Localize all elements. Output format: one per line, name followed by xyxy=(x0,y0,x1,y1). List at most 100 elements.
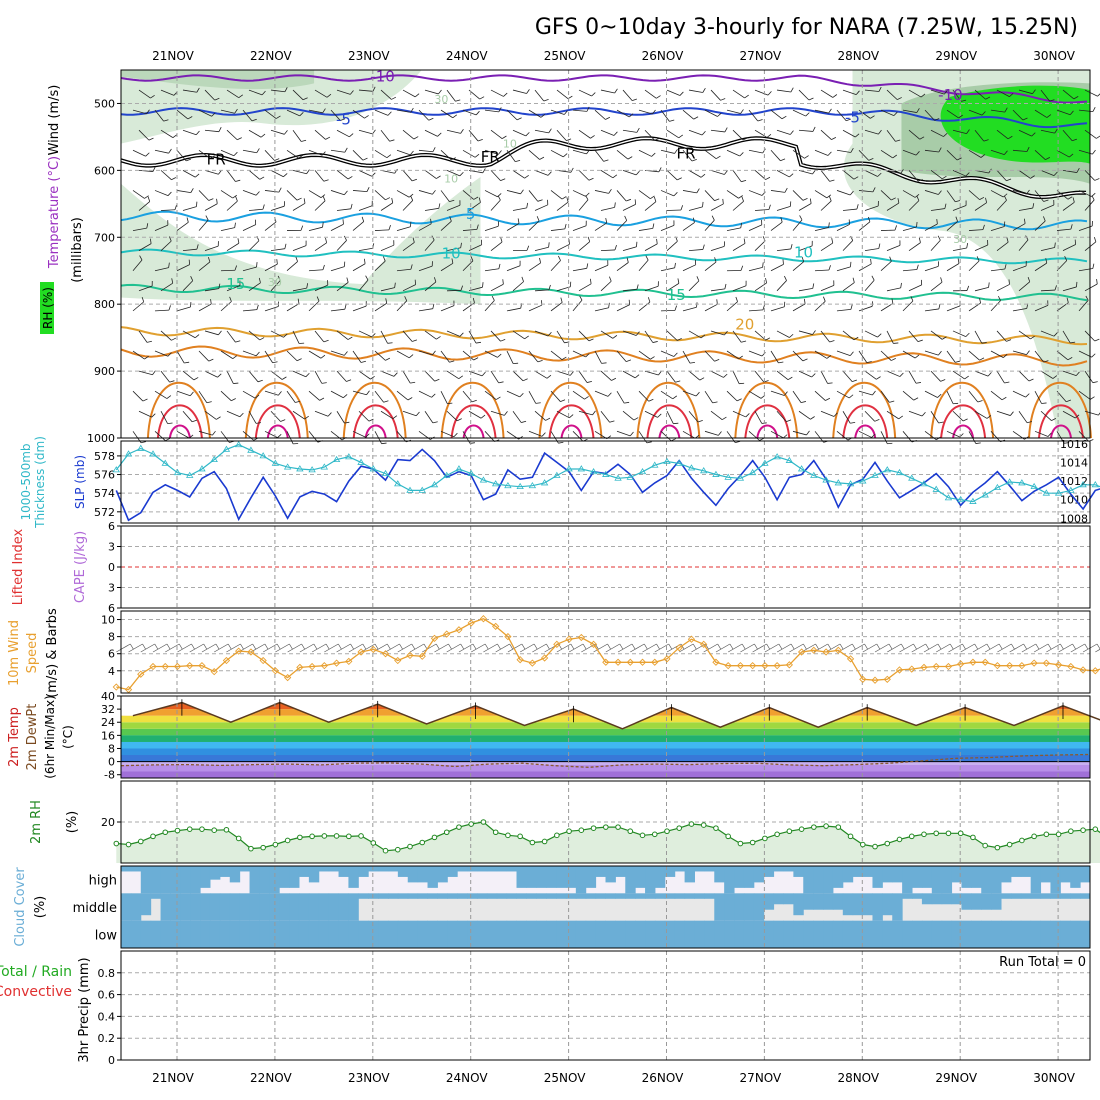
wind-barb xyxy=(396,390,409,401)
wind-barb xyxy=(1056,190,1069,200)
cloud-bar-high xyxy=(160,866,171,894)
wind-barb xyxy=(138,201,150,211)
wind-speed-marker xyxy=(651,658,659,666)
wind-barb xyxy=(132,227,147,231)
wind-barb-10m xyxy=(1070,643,1086,653)
wind-barb xyxy=(437,132,442,137)
cloud-bar-high xyxy=(941,866,953,894)
wind-barb xyxy=(172,134,178,138)
wind-barb xyxy=(144,355,149,360)
wind-barb xyxy=(710,169,725,175)
wind-speed-marker xyxy=(724,662,732,670)
wind-barb xyxy=(704,219,715,231)
wind-barb xyxy=(588,177,594,181)
wind-barb xyxy=(952,370,965,380)
cloud-bar-high xyxy=(1070,866,1081,888)
wind-barb xyxy=(196,87,200,93)
rh-2m-marker xyxy=(480,819,487,825)
cloud-bar-high xyxy=(892,866,903,883)
rh-2m-marker xyxy=(957,830,964,837)
thickness-marker xyxy=(443,471,451,478)
cloud-bar-middle xyxy=(813,893,824,910)
wind-barb xyxy=(1054,285,1057,291)
wind-barb-10m xyxy=(435,643,440,650)
wind-barb xyxy=(946,350,956,363)
wind-barb xyxy=(626,257,629,263)
wind-barb xyxy=(526,89,530,94)
wind-barb xyxy=(352,263,366,272)
wind-barb xyxy=(396,300,408,312)
wind-barb xyxy=(248,330,260,341)
wind-barb xyxy=(952,410,964,422)
wind-barb xyxy=(930,370,941,382)
wind-barb xyxy=(820,89,834,98)
wind-barb xyxy=(141,297,145,303)
wind-barb xyxy=(877,333,882,338)
wind-barb xyxy=(864,248,879,252)
y-tick-label-right: 1010 xyxy=(1060,494,1088,507)
wind-barb xyxy=(902,109,917,113)
wind-barb xyxy=(389,139,395,142)
wind-barb xyxy=(396,149,411,156)
wind-barb xyxy=(732,410,746,418)
temperature-contour xyxy=(120,210,1088,231)
wind-barb xyxy=(886,169,901,174)
wind-barb xyxy=(814,350,828,359)
wind-barb xyxy=(688,370,700,381)
wind-barb-10m xyxy=(299,643,315,653)
rh-2m-marker xyxy=(1006,841,1013,848)
thickness-marker xyxy=(283,463,292,470)
contour-label: -5 xyxy=(845,109,860,127)
wind-barb xyxy=(864,330,878,338)
wind-barb xyxy=(996,129,1009,140)
wind-barb xyxy=(306,169,310,174)
wind-barb xyxy=(605,217,608,224)
wind-barb xyxy=(226,200,238,211)
wind-speed-marker xyxy=(859,675,867,683)
wind-barb xyxy=(296,197,302,201)
temperature-contour xyxy=(254,404,301,439)
y-tick-label: 32 xyxy=(101,703,115,716)
wind-barb xyxy=(484,268,499,272)
wind-barb xyxy=(218,127,222,132)
cloud-bar-low xyxy=(308,920,320,948)
wind-barb-10m xyxy=(287,643,302,653)
wind-barb xyxy=(1075,371,1080,376)
cloud-bar-low xyxy=(575,920,587,948)
cloud-bar-middle xyxy=(536,893,547,899)
date-label-bottom: 24NOV xyxy=(446,1071,488,1085)
wind-barb xyxy=(741,180,747,183)
wind-barb xyxy=(512,411,522,423)
cloud-bar-middle xyxy=(753,893,765,921)
cloud-bar-low xyxy=(724,920,735,948)
wind-barb xyxy=(754,170,766,180)
cloud-bar-middle xyxy=(743,893,755,921)
temperature-band xyxy=(121,771,1090,778)
wind-barb xyxy=(789,173,794,178)
wind-barb xyxy=(740,265,744,271)
wind-barb xyxy=(798,89,810,101)
wind-barb-10m xyxy=(607,643,611,650)
rh-2m-marker xyxy=(456,824,462,830)
wind-speed-marker xyxy=(173,662,182,671)
wind-barb xyxy=(550,228,565,231)
wind-barb-10m xyxy=(399,643,403,650)
wind-barb xyxy=(638,109,653,115)
wind-barb xyxy=(886,202,900,211)
cloud-row-label: high xyxy=(89,874,117,889)
wind-barb xyxy=(1018,281,1030,292)
wind-barb xyxy=(944,203,947,209)
cloud-bar-low xyxy=(160,920,171,948)
wind-barb xyxy=(754,330,766,341)
wind-barb xyxy=(519,393,524,398)
wind-barb xyxy=(938,190,942,195)
wind-barb xyxy=(810,416,815,420)
wind-barb-10m xyxy=(876,643,881,650)
wind-barb xyxy=(990,190,1004,198)
wind-speed-marker xyxy=(883,675,891,683)
wind-barb xyxy=(829,340,835,343)
cloud-bar-low xyxy=(476,920,488,948)
wind-barb xyxy=(917,179,923,182)
wind-barb-10m xyxy=(177,643,192,653)
cloud-bar-low xyxy=(368,920,379,948)
